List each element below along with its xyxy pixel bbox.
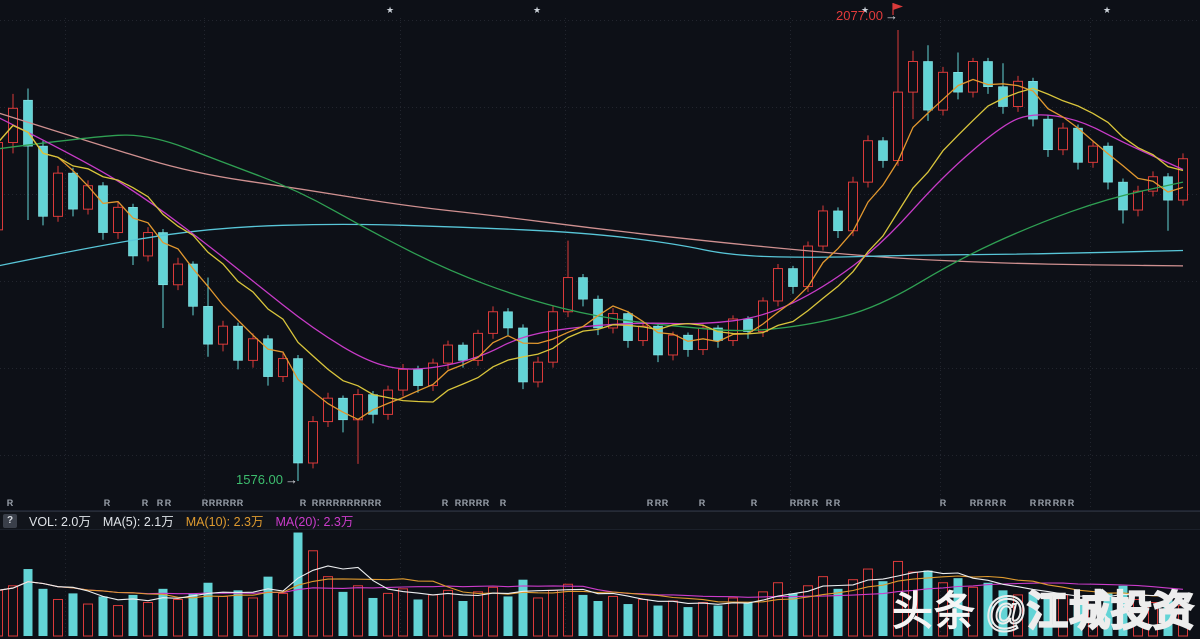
- ma-lines-layer: [0, 78, 1184, 421]
- help-icon[interactable]: ?: [3, 513, 17, 528]
- candles-layer: [0, 30, 1188, 481]
- vol-ma20-line: [0, 581, 1184, 598]
- r-event-marker: R: [804, 498, 811, 508]
- r-event-marker: R: [970, 498, 977, 508]
- r-event-marker: R: [790, 498, 797, 508]
- low-price-annotation: 1576.00 →: [236, 472, 298, 487]
- r-event-marker: R: [237, 498, 244, 508]
- r-event-marker: R: [319, 498, 326, 508]
- r-event-marker: R: [361, 498, 368, 508]
- ma-line-ma60: [0, 223, 1184, 267]
- r-event-marker: R: [230, 498, 237, 508]
- r-event-marker: R: [223, 498, 230, 508]
- r-event-marker: R: [333, 498, 340, 508]
- high-price-value: 2077.00: [836, 8, 883, 23]
- grid-layer: [0, 18, 1200, 636]
- r-event-marker: R: [476, 498, 483, 508]
- watermark: 头条 @江城投资: [892, 577, 1195, 637]
- r-event-marker: R: [1000, 498, 1007, 508]
- vol-ma5-line: [0, 565, 1184, 605]
- r-event-marker: R: [202, 498, 209, 508]
- volume-ma20-label: MA(20): 2.3万: [275, 515, 354, 529]
- watermark-brand: 头条: [892, 588, 977, 634]
- r-event-marker: R: [1030, 498, 1037, 508]
- r-event-marker: R: [483, 498, 490, 508]
- r-event-marker: R: [834, 498, 841, 508]
- star-marker-icon: ★: [386, 5, 394, 15]
- r-event-marker: R: [826, 498, 833, 508]
- watermark-author: @江城投资: [985, 587, 1195, 635]
- ma-line-ma10: [0, 87, 1184, 403]
- r-event-marker: R: [992, 498, 999, 508]
- r-event-marker: R: [442, 498, 449, 508]
- ma-line-ma20: [0, 114, 1184, 370]
- volume-ma10-label: MA(10): 2.3万: [185, 515, 264, 529]
- r-event-marker: R: [751, 498, 758, 508]
- r-event-marker: R: [1038, 498, 1045, 508]
- r-event-marker: R: [977, 498, 984, 508]
- r-event-marker: R: [157, 498, 164, 508]
- r-event-marker: R: [662, 498, 669, 508]
- r-event-marker: R: [1060, 498, 1067, 508]
- r-event-marker: R: [655, 498, 662, 508]
- star-marker-icon: ★: [861, 5, 869, 15]
- r-event-marker: R: [1068, 498, 1075, 508]
- star-marker-icon: ★: [1103, 5, 1111, 15]
- r-event-marker: R: [699, 498, 706, 508]
- r-event-marker: R: [940, 498, 947, 508]
- r-event-marker: R: [500, 498, 507, 508]
- r-event-marker: R: [347, 498, 354, 508]
- r-event-marker: R: [340, 498, 347, 508]
- low-price-value: 1576.00: [236, 472, 283, 487]
- r-event-marker: R: [469, 498, 476, 508]
- volume-ma-lines-layer: [0, 565, 1184, 605]
- r-event-marker: R: [375, 498, 382, 508]
- high-price-annotation: 2077.00 →: [836, 8, 898, 23]
- r-event-marker: R: [312, 498, 319, 508]
- r-event-marker: R: [216, 498, 223, 508]
- r-event-marker: R: [142, 498, 149, 508]
- volume-bars-layer: [0, 532, 1188, 637]
- volume-ma5-label: MA(5): 2.1万: [102, 515, 174, 529]
- r-event-marker: R: [647, 498, 654, 508]
- r-event-marker: R: [985, 498, 992, 508]
- arrow-right-icon: →: [885, 8, 898, 23]
- r-event-marker: R: [165, 498, 172, 508]
- volume-panel-header: ? VOL: 2.0万 MA(5): 2.1万 MA(10): 2.3万 MA(…: [0, 511, 1200, 530]
- r-event-marker: R: [7, 498, 14, 508]
- flag-marker-icon: [893, 3, 903, 10]
- volume-label: VOL: 2.0万: [29, 515, 91, 529]
- r-event-marker: R: [812, 498, 819, 508]
- ma-line-ma120: [0, 112, 1184, 267]
- arrow-right-icon: →: [285, 472, 298, 487]
- r-event-marker: R: [209, 498, 216, 508]
- r-event-marker: R: [326, 498, 333, 508]
- r-event-marker: R: [300, 498, 307, 508]
- r-event-marker: R: [455, 498, 462, 508]
- ma-line-ma5: [0, 78, 1184, 421]
- r-event-marker: R: [1053, 498, 1060, 508]
- r-event-marker: R: [368, 498, 375, 508]
- r-event-marker: R: [462, 498, 469, 508]
- r-event-marker: R: [797, 498, 804, 508]
- r-event-marker: R: [354, 498, 361, 508]
- ma-line-ma30: [0, 134, 1184, 332]
- r-event-marker: R: [1045, 498, 1052, 508]
- r-event-marker: R: [104, 498, 111, 508]
- star-marker-icon: ★: [533, 5, 541, 15]
